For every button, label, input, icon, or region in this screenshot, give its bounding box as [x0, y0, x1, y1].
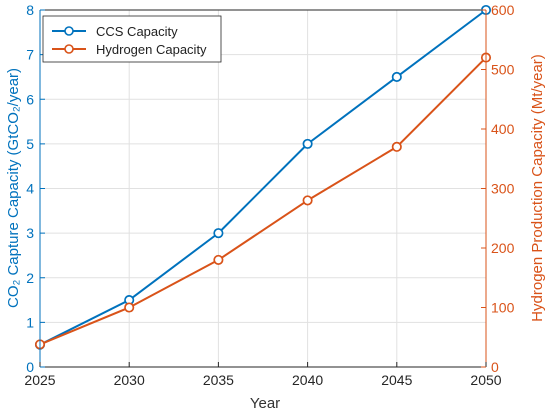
series-hydrogen: [34, 52, 492, 350]
x-tick-label: 2030: [114, 372, 145, 388]
data-point-hydrogen: [213, 254, 224, 265]
legend: CCS Capacity Hydrogen Capacity: [42, 15, 222, 63]
left-y-tick-label: 1: [26, 314, 34, 330]
x-tick-label: 2040: [292, 372, 323, 388]
left-y-tick-label: 2: [26, 270, 34, 286]
right-y-tick-label: 0: [491, 359, 499, 375]
left-y-tick-label: 6: [26, 91, 34, 107]
legend-marker-ccs: [64, 26, 74, 36]
left-y-tick-label: 5: [26, 136, 34, 152]
axes: 2025 2030 2035 2040 2045 20500123456780100200…: [24, 2, 514, 388]
x-tick-label: 2045: [381, 372, 412, 388]
legend-label-ccs: CCS Capacity: [96, 24, 178, 39]
x-tick-label: 2050: [470, 372, 501, 388]
right-y-tick-label: 200: [491, 240, 515, 256]
legend-box: [42, 15, 222, 63]
left-y-tick-label: 0: [26, 359, 34, 375]
legend-label-hydrogen: Hydrogen Capacity: [96, 42, 207, 57]
data-point-hydrogen: [391, 141, 402, 152]
x-tick-label: 2025: [24, 372, 55, 388]
left-y-tick-label: 7: [26, 47, 34, 63]
right-y-tick-label: 100: [491, 300, 515, 316]
series-line-hydrogen: [39, 56, 487, 346]
data-point-ccs: [213, 228, 224, 239]
x-axis-title: Year: [250, 395, 280, 412]
left-y-tick-label: 4: [26, 181, 34, 197]
right-y-axis-title: Hydrogen Production Capacity (Mt/year): [529, 54, 546, 322]
legend-entry-ccs: CCS Capacity: [52, 24, 178, 39]
x-tick-label: 2035: [203, 372, 234, 388]
legend-marker-hydrogen: [64, 44, 74, 54]
right-y-tick-label: 600: [491, 2, 515, 18]
left-y-tick-label: 8: [26, 2, 34, 18]
data-point-ccs: [302, 138, 313, 149]
data-point-hydrogen: [302, 195, 313, 206]
right-y-tick-label: 500: [491, 62, 515, 78]
data-point-ccs: [391, 71, 402, 82]
right-y-tick-label: 300: [491, 181, 515, 197]
left-y-tick-label: 3: [26, 225, 34, 241]
series-line-ccs: [39, 9, 487, 346]
data-point-hydrogen: [124, 302, 135, 313]
legend-entry-hydrogen: Hydrogen Capacity: [52, 42, 207, 57]
left-y-axis-title: CO₂ Capture Capacity (GtCO₂/year): [5, 68, 22, 308]
right-y-tick-label: 400: [491, 121, 515, 137]
